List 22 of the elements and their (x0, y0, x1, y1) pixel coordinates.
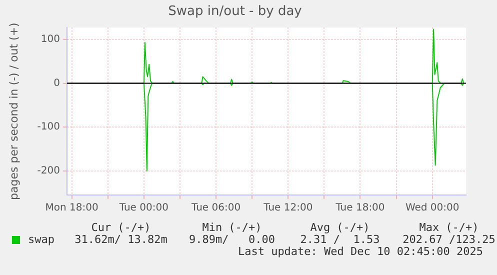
text: 2.31 / 1.53 (300, 233, 380, 246)
text: Avg (-/+) (310, 221, 370, 234)
text: Last update: Wed Dec 10 02:45:00 2025 (238, 245, 483, 258)
x-tick-label: Tue 06:00 (190, 202, 241, 214)
x-tick-label: Tue 00:00 (118, 202, 168, 214)
x-tick-label: Mon 18:00 (45, 202, 98, 214)
y-tick-label: -100 (37, 122, 60, 133)
y-tick-label: -200 (37, 165, 60, 176)
legend-label: swap (28, 233, 54, 246)
x-tick-label: Tue 18:00 (334, 202, 385, 214)
x-tick-label: Tue 12:00 (262, 202, 313, 214)
y-tick-label: 100 (40, 34, 60, 46)
text: 9.89m/ 0.00 (188, 233, 276, 246)
text: Cur (-/+) (91, 221, 151, 234)
text: Max (-/+) (419, 221, 479, 234)
y-axis-title: pages per second in (-) / out (+) (7, 22, 20, 200)
y-tick-label: 0 (54, 78, 60, 89)
text: Min (-/+) (202, 221, 262, 234)
x-tick-label: Wed 00:00 (405, 202, 460, 214)
chart-title: Swap in/out - by day (168, 4, 302, 20)
text: 202.67 /123.25 (402, 233, 496, 246)
text: 31.62m/ 13.82m (74, 233, 168, 246)
